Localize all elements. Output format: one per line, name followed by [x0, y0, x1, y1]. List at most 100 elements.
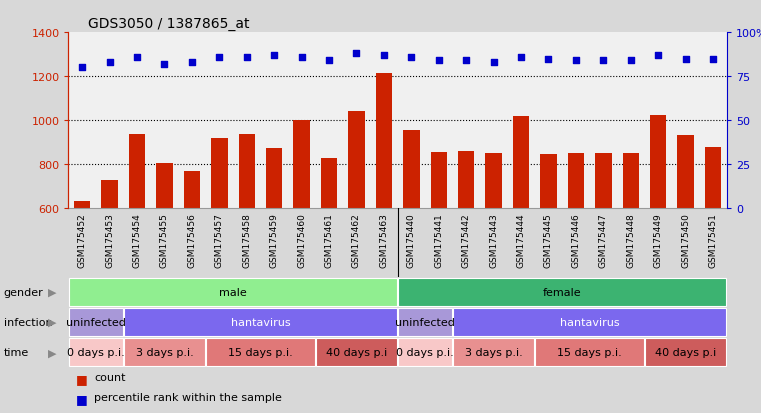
Text: GSM175440: GSM175440 [407, 212, 416, 267]
Bar [68, 339, 123, 366]
Text: 0 days p.i.: 0 days p.i. [67, 347, 125, 358]
Point [131, 55, 143, 61]
Bar [321, 159, 337, 341]
Point [460, 58, 473, 64]
Text: 3 days p.i.: 3 days p.i. [135, 347, 193, 358]
Point [488, 59, 500, 66]
Text: GSM175445: GSM175445 [544, 212, 553, 267]
Text: GSM175454: GSM175454 [132, 212, 142, 267]
Bar [316, 339, 397, 366]
Bar [403, 131, 419, 341]
Bar [129, 135, 145, 341]
Text: time: time [4, 347, 29, 358]
Text: 15 days p.i.: 15 days p.i. [557, 347, 622, 358]
Text: GSM175460: GSM175460 [297, 212, 306, 267]
Text: ■: ■ [76, 392, 88, 405]
Bar [677, 135, 694, 341]
Point [570, 58, 582, 64]
Bar [568, 154, 584, 341]
Point [295, 55, 307, 61]
Text: ▶: ▶ [47, 347, 56, 358]
Point [625, 58, 637, 64]
Text: GSM175444: GSM175444 [517, 212, 526, 267]
Text: GSM175447: GSM175447 [599, 212, 608, 267]
Text: GSM175461: GSM175461 [324, 212, 333, 267]
Text: ▶: ▶ [47, 287, 56, 297]
Bar [266, 149, 282, 341]
Bar [458, 151, 474, 341]
Bar [101, 181, 118, 341]
Text: GDS3050 / 1387865_at: GDS3050 / 1387865_at [88, 17, 250, 31]
Text: 40 days p.i: 40 days p.i [326, 347, 387, 358]
Point [707, 56, 719, 63]
Bar [645, 339, 727, 366]
Bar [123, 339, 205, 366]
Bar [68, 309, 123, 336]
Text: 15 days p.i.: 15 days p.i. [228, 347, 293, 358]
Bar [398, 339, 452, 366]
Bar [486, 154, 501, 341]
Bar [540, 154, 557, 341]
Text: GSM175455: GSM175455 [160, 212, 169, 267]
Text: GSM175459: GSM175459 [269, 212, 279, 267]
Text: male: male [219, 287, 247, 297]
Text: infection: infection [4, 317, 53, 328]
Bar [376, 74, 392, 341]
Bar [398, 309, 452, 336]
Point [377, 52, 390, 59]
Text: GSM175446: GSM175446 [572, 212, 581, 267]
Text: GSM175453: GSM175453 [105, 212, 114, 267]
Bar [74, 201, 91, 341]
Point [76, 65, 88, 71]
Text: GSM175441: GSM175441 [435, 212, 443, 267]
Text: GSM175443: GSM175443 [489, 212, 498, 267]
Bar [705, 147, 721, 341]
Text: hantavirus: hantavirus [560, 317, 619, 328]
Bar [238, 134, 255, 341]
Point [350, 51, 362, 57]
Text: count: count [94, 372, 126, 382]
Bar [622, 154, 639, 341]
Bar [206, 339, 315, 366]
Text: 0 days p.i.: 0 days p.i. [396, 347, 454, 358]
Bar [294, 121, 310, 341]
Text: GSM175458: GSM175458 [242, 212, 251, 267]
Point [597, 58, 610, 64]
Text: hantavirus: hantavirus [231, 317, 290, 328]
Text: uninfected: uninfected [66, 317, 126, 328]
Text: GSM175462: GSM175462 [352, 212, 361, 267]
Point [680, 56, 692, 63]
Point [158, 62, 170, 68]
Point [268, 52, 280, 59]
Point [103, 59, 116, 66]
Bar [68, 278, 397, 306]
Text: GSM175442: GSM175442 [462, 212, 471, 267]
Bar [513, 116, 530, 341]
Point [652, 52, 664, 59]
Point [543, 56, 555, 63]
Text: GSM175450: GSM175450 [681, 212, 690, 267]
Bar [183, 172, 200, 341]
Text: 40 days p.i: 40 days p.i [655, 347, 716, 358]
Text: ■: ■ [76, 372, 88, 385]
Bar [156, 164, 173, 341]
Bar [453, 309, 727, 336]
Text: GSM175451: GSM175451 [708, 212, 718, 267]
Text: GSM175463: GSM175463 [380, 212, 388, 267]
Text: percentile rank within the sample: percentile rank within the sample [94, 392, 282, 402]
Text: female: female [543, 287, 581, 297]
Text: GSM175456: GSM175456 [187, 212, 196, 267]
Point [406, 55, 418, 61]
Bar [398, 278, 727, 306]
Point [515, 55, 527, 61]
Text: gender: gender [4, 287, 43, 297]
Text: GSM175452: GSM175452 [78, 212, 87, 267]
Bar [349, 112, 365, 341]
Bar [211, 139, 228, 341]
Bar [595, 154, 612, 341]
Text: uninfected: uninfected [395, 317, 455, 328]
Text: GSM175457: GSM175457 [215, 212, 224, 267]
Point [186, 59, 198, 66]
Text: GSM175449: GSM175449 [654, 212, 663, 267]
Bar [123, 309, 397, 336]
